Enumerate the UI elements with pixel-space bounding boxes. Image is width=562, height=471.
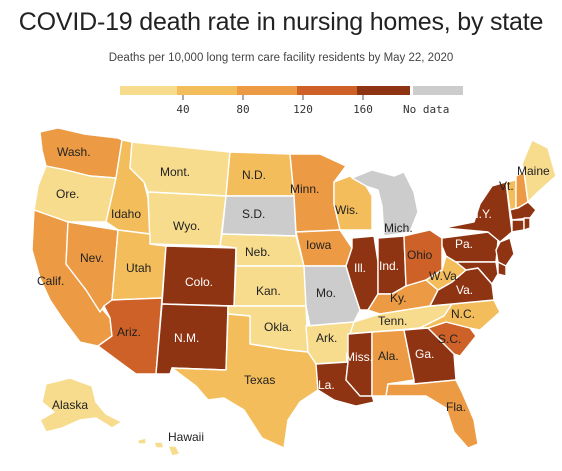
state-label-vt: Vt. [499, 179, 514, 193]
legend-bin-4 [297, 86, 357, 95]
state-label-mi: Mich. [384, 221, 413, 235]
state-label-wv: W.Va. [429, 269, 460, 283]
state-label-il: Ill. [354, 261, 366, 275]
state-label-fl: Fla. [446, 400, 466, 414]
state-label-az: Ariz. [117, 325, 141, 339]
state-tx[interactable] [171, 313, 319, 449]
state-label-tx: Texas [244, 373, 275, 387]
state-ct[interactable] [511, 219, 525, 233]
state-label-ut: Utah [126, 261, 151, 275]
state-label-mn: Minn. [290, 182, 319, 196]
state-label-sd: S.D. [242, 207, 265, 221]
state-me[interactable] [521, 139, 557, 203]
state-label-ms: Miss. [345, 350, 373, 364]
state-label-sc: S.C. [438, 332, 461, 346]
state-label-mt: Mont. [160, 165, 190, 179]
legend-tick-label-4: 160 [353, 103, 373, 116]
map-subtitle: Deaths per 10,000 long term care facilit… [108, 52, 454, 64]
state-fl[interactable] [385, 379, 479, 449]
legend-no-data-label: No data [403, 103, 449, 116]
state-label-ks: Kan. [256, 284, 281, 298]
state-label-al: Ala. [378, 349, 399, 363]
state-label-me: Maine [517, 164, 550, 178]
state-nc[interactable] [419, 299, 501, 331]
state-label-la: La. [318, 378, 335, 392]
state-hi[interactable] [137, 437, 181, 457]
map-title: COVID-19 death rate in nursing homes, by… [18, 8, 544, 36]
state-label-ky: Ky. [390, 291, 406, 305]
state-label-ca: Calif. [37, 274, 64, 288]
state-label-wy: Wyo. [173, 219, 200, 233]
state-label-ny: N.Y. [470, 207, 492, 221]
state-il[interactable] [345, 235, 379, 311]
state-md[interactable] [455, 261, 499, 285]
legend-bin-1 [120, 86, 177, 95]
state-ri[interactable] [523, 217, 531, 231]
state-label-pa: Pa. [455, 237, 473, 251]
state-label-ne: Neb. [245, 245, 270, 259]
state-label-nc: N.C. [451, 307, 475, 321]
state-label-ar: Ark. [316, 331, 337, 345]
legend-tick-label-1: 40 [176, 103, 189, 116]
state-nj[interactable] [495, 237, 515, 267]
state-ak[interactable] [39, 377, 123, 433]
state-label-mo: Mo. [316, 286, 336, 300]
color-legend: 40 80 120 160 No data [120, 86, 463, 116]
state-label-co: Colo. [185, 275, 213, 289]
legend-bin-2 [177, 86, 237, 95]
state-label-ia: Iowa [306, 238, 332, 252]
legend-tick-label-3: 120 [293, 103, 313, 116]
state-label-id: Idaho [111, 207, 141, 221]
legend-tick-label-2: 80 [236, 103, 249, 116]
state-label-ok: Okla. [264, 320, 292, 334]
legend-bin-3 [237, 86, 297, 95]
state-label-wi: Wis. [335, 203, 358, 217]
state-label-in: Ind. [379, 259, 399, 273]
state-label-nd: N.D. [242, 168, 266, 182]
state-label-oh: Ohio [407, 248, 433, 262]
state-label-wa: Wash. [57, 145, 91, 159]
state-label-hi: Hawaii [168, 430, 204, 444]
legend-no-data-swatch [413, 86, 463, 95]
state-mi[interactable] [351, 169, 419, 237]
state-label-ak: Alaska [52, 398, 88, 412]
state-label-va: Va. [456, 283, 473, 297]
state-label-nv: Nev. [80, 251, 104, 265]
state-label-tn: Tenn. [378, 314, 407, 328]
state-label-ga: Ga. [415, 347, 434, 361]
legend-bin-5 [357, 86, 410, 95]
state-label-nm: N.M. [174, 331, 199, 345]
state-label-or: Ore. [56, 187, 79, 201]
